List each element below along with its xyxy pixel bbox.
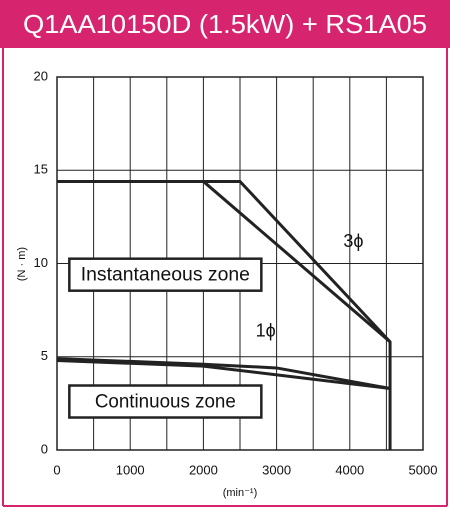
curve [56, 357, 391, 390]
x-tick-label: 3000 [262, 462, 291, 477]
zone-box [68, 384, 263, 419]
chart-title: Q1AA10150D (1.5kW) + RS1A05 [23, 9, 427, 39]
header-band [0, 0, 450, 48]
phase-label: 3ϕ [343, 231, 363, 251]
x-axis-label: (min⁻¹) [223, 487, 258, 499]
x-tick-label: 4000 [335, 462, 364, 477]
zone-label: Continuous zone [95, 392, 236, 413]
y-tick-label: 10 [34, 255, 48, 270]
y-tick-label: 15 [34, 162, 48, 177]
curve [202, 180, 392, 343]
x-tick-label: 0 [53, 462, 60, 477]
x-tick-label: 1000 [116, 462, 145, 477]
y-tick-label: 5 [41, 348, 48, 363]
y-axis-label: (N · m) [16, 247, 28, 281]
y-tick-label: 0 [41, 441, 48, 456]
phase-label: 1ϕ [256, 320, 276, 340]
zone-label: Instantaneous zone [81, 265, 250, 286]
y-tick-label: 20 [34, 68, 48, 83]
x-tick-label: 5000 [409, 462, 438, 477]
x-tick-label: 2000 [189, 462, 218, 477]
curve [57, 179, 392, 450]
curve [56, 358, 391, 390]
zone-box [68, 257, 263, 292]
